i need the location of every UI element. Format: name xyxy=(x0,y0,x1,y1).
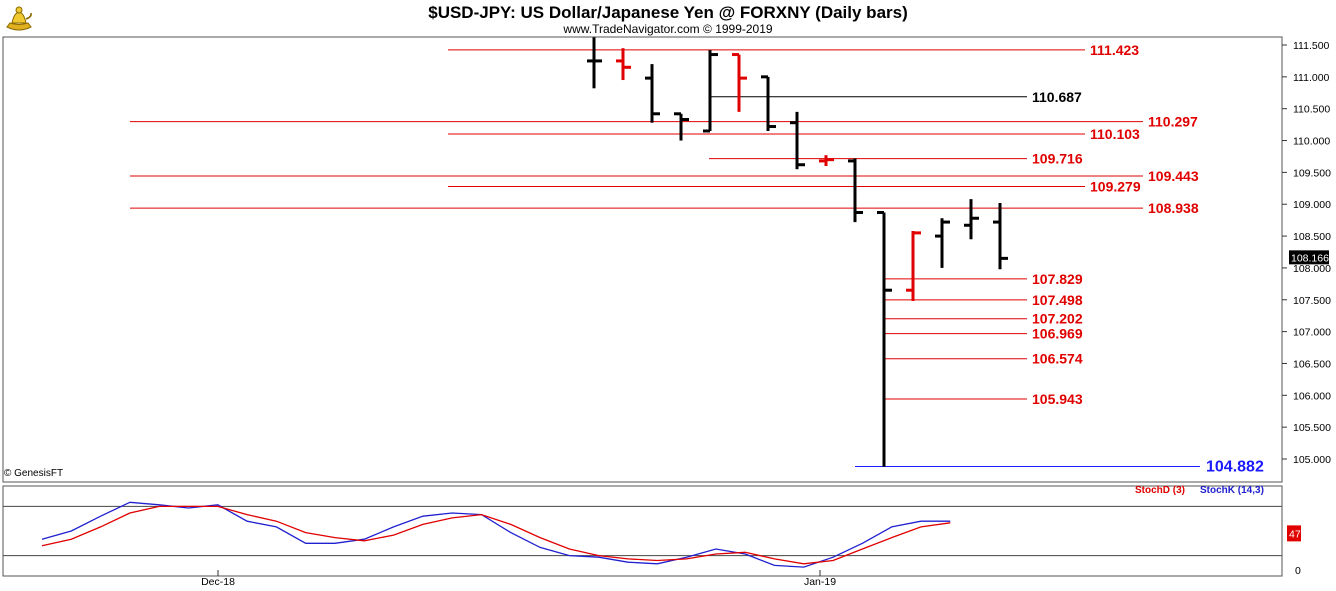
ohlc-bar xyxy=(761,75,776,131)
price-axis-label: 107.500 xyxy=(1293,295,1331,307)
ohlc-bar xyxy=(732,53,747,112)
price-axis-label: 107.000 xyxy=(1293,327,1331,339)
ohlc-bar xyxy=(616,48,631,81)
chart-header: $USD-JPY: US Dollar/Japanese Yen @ FORXN… xyxy=(0,0,1336,38)
ohlc-bar xyxy=(587,37,602,89)
price-axis-label: 106.000 xyxy=(1293,390,1331,402)
chart-subtitle: www.TradeNavigator.com © 1999-2019 xyxy=(563,22,773,36)
ohlc-bar xyxy=(790,111,805,170)
ohlc-bar xyxy=(906,230,921,302)
level-label: 110.103 xyxy=(1090,126,1140,142)
price-axis-label: 105.500 xyxy=(1293,422,1331,434)
ohlc-bar xyxy=(645,64,660,123)
level-label: 107.202 xyxy=(1032,311,1083,327)
price-bars xyxy=(587,37,1008,467)
level-label: 109.443 xyxy=(1148,168,1199,184)
last-price-label: 108.166 xyxy=(1291,252,1329,264)
ohlc-bar xyxy=(674,112,689,141)
chart-title: $USD-JPY: US Dollar/Japanese Yen @ FORXN… xyxy=(428,3,908,22)
copyright-note: © GenesisFT xyxy=(4,468,64,479)
legend-stochd: StochD (3) xyxy=(1135,485,1185,496)
level-label: 107.829 xyxy=(1032,271,1083,287)
last-price-badge xyxy=(1289,250,1329,265)
ohlc-bar xyxy=(964,199,979,240)
stochastic-series-line xyxy=(41,505,951,565)
price-panel-frame xyxy=(2,36,1283,483)
stochastic-series-line xyxy=(41,501,951,568)
legend-stochk: StochK (14,3) xyxy=(1200,485,1264,496)
stochastic-panel: 0 47.09 StochD (3) StochK (14,3) Dec-18 Jan-1… xyxy=(3,485,1315,588)
level-label: 108.938 xyxy=(1148,200,1199,216)
price-axis-label: 109.000 xyxy=(1293,199,1331,211)
ohlc-bar xyxy=(703,50,718,133)
ohlc-bar xyxy=(993,202,1008,270)
price-axis-label: 110.500 xyxy=(1293,104,1330,116)
stochastic-last-value: 47.09 xyxy=(1289,528,1315,540)
price-axis-label: 105.000 xyxy=(1293,454,1331,466)
price-axis-label: 109.500 xyxy=(1293,167,1331,179)
price-axis-label: 111.000 xyxy=(1293,72,1330,84)
level-label: 109.279 xyxy=(1090,178,1141,194)
ohlc-bar xyxy=(819,155,834,167)
level-label: 104.882 xyxy=(1206,459,1264,476)
level-label: 109.716 xyxy=(1032,151,1083,167)
x-axis-label: Dec-18 xyxy=(201,576,235,588)
level-label: 110.297 xyxy=(1148,114,1198,130)
price-axis-label: 106.500 xyxy=(1293,358,1331,370)
stochastic-axis-label: 0 xyxy=(1295,565,1301,577)
level-label: 106.574 xyxy=(1032,351,1083,367)
ohlc-bar xyxy=(877,211,892,467)
level-label: 107.498 xyxy=(1032,292,1083,308)
level-label: 105.943 xyxy=(1032,391,1083,407)
ohlc-bar xyxy=(935,218,950,268)
price-axis-label: 111.500 xyxy=(1293,40,1330,52)
price-levels: 111.423 110.687 110.297 110.103 109.716 109.4… xyxy=(130,42,1264,476)
level-label: 111.423 xyxy=(1090,42,1139,58)
level-label: 110.687 xyxy=(1032,89,1082,105)
price-axis-label: 108.500 xyxy=(1293,231,1331,243)
price-axis-label: 110.000 xyxy=(1293,136,1330,148)
price-axis: 111.500 111.000 110.500 110.000 109.500 109.0… xyxy=(1281,37,1331,482)
price-axis-label: 108.000 xyxy=(1293,263,1331,275)
genie-lamp-logo-icon xyxy=(4,3,34,33)
level-label: 106.969 xyxy=(1032,326,1083,342)
stochastic-last-value-badge xyxy=(1287,525,1301,542)
ohlc-bar xyxy=(848,158,863,223)
x-axis-label: Jan-19 xyxy=(804,576,836,588)
